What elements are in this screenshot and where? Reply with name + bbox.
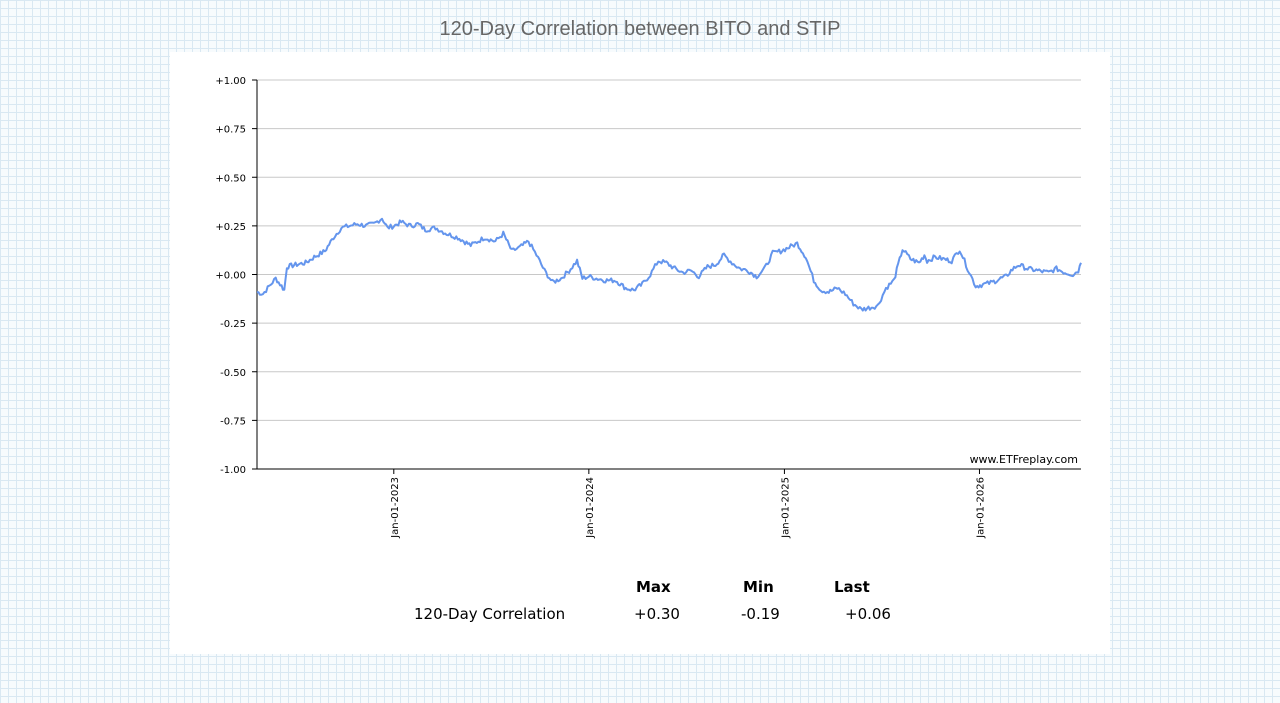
chart-title: 120-Day Correlation between BITO and STI… [439, 18, 841, 40]
axes [252, 79, 1081, 474]
chart-panel: +1.00 +0.75 +0.50 +0.25 +0.00 -0.25 -0.50 -0.75… [170, 52, 1110, 654]
y-tick-labels: +1.00 +0.75 +0.50 +0.25 +0.00 -0.25 -0.50 -0.75… [215, 76, 246, 476]
y-tick-label: -0.25 [220, 319, 246, 330]
grid-lines [257, 79, 1081, 470]
y-tick-label: -1.00 [220, 465, 246, 476]
x-tick-label: Jan-01-2023 [390, 477, 401, 539]
y-tick-label: +0.75 [215, 125, 246, 136]
y-tick-label: -0.50 [220, 368, 246, 379]
x-tick-label: Jan-01-2026 [975, 477, 986, 539]
x-tick-label: Jan-01-2024 [585, 477, 596, 539]
y-tick-label: +0.50 [215, 173, 246, 184]
x-tick-labels: Jan-01-2023 Jan-01-2024 Jan-01-2025 Jan-01-… [390, 477, 987, 539]
correlation-line-chart: +1.00 +0.75 +0.50 +0.25 +0.00 -0.25 -0.50 -0.75… [215, 76, 1082, 539]
y-tick-label: +0.25 [215, 222, 246, 233]
y-tick-label: -0.75 [220, 416, 246, 427]
series-layer [256, 217, 1082, 312]
x-tick-label: Jan-01-2025 [780, 477, 791, 539]
y-tick-label: +0.00 [215, 271, 246, 282]
series-line-0 [256, 217, 1082, 312]
y-tick-label: +1.00 [215, 76, 246, 87]
watermark: www.ETFreplay.com [970, 453, 1078, 466]
